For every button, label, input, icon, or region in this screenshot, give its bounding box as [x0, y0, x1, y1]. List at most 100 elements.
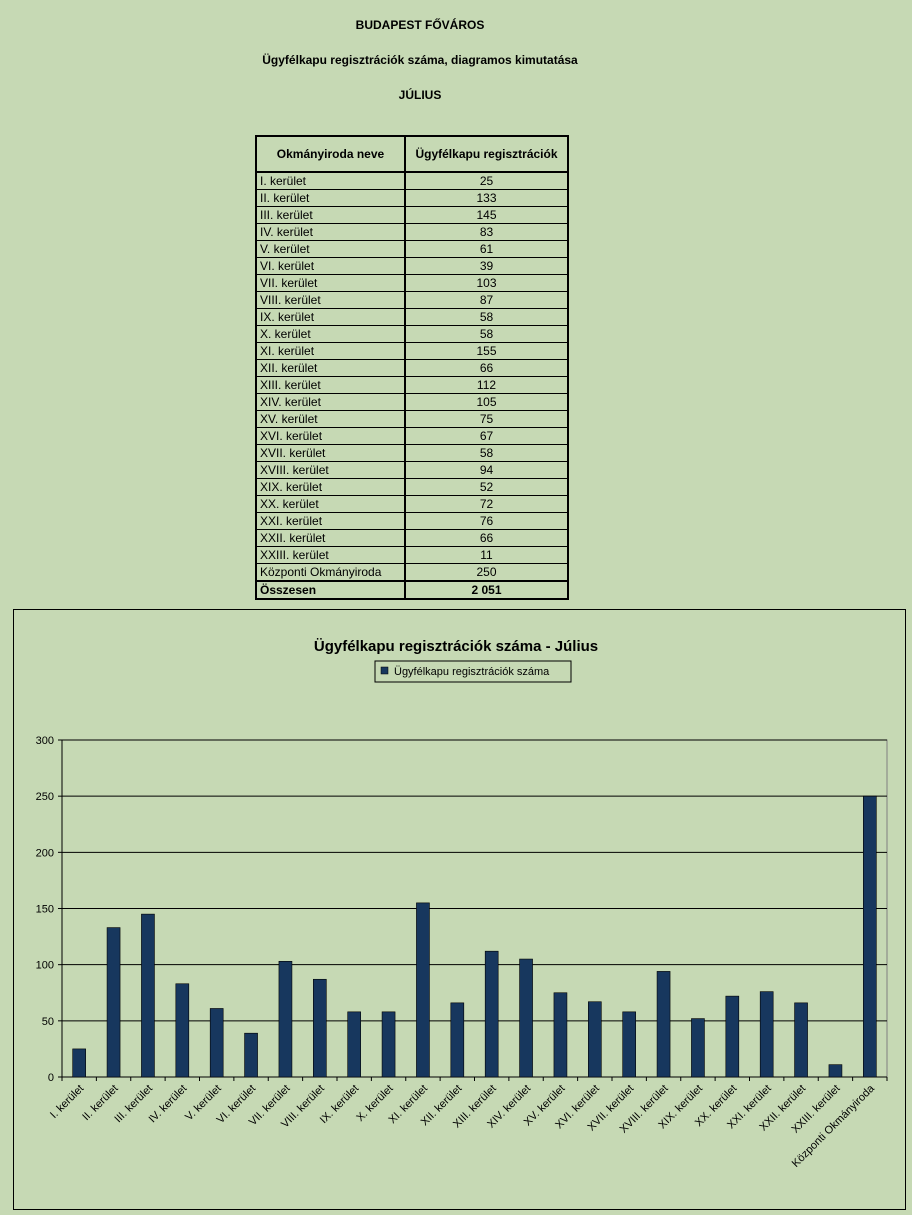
registration-count-cell: 112: [404, 376, 569, 394]
column-header-office: Okmányiroda neve: [255, 135, 406, 173]
page-title: BUDAPEST FŐVÁROS: [355, 18, 485, 32]
registration-count-cell: 133: [404, 189, 569, 207]
chart-area: Ügyfélkapu regisztrációk száma - Július …: [13, 609, 906, 1210]
table-row: V. kerület 61: [255, 240, 569, 258]
table-row: XVIII. kerület 94: [255, 461, 569, 479]
registration-count-cell: 52: [404, 478, 569, 496]
registration-count-cell: 58: [404, 325, 569, 343]
table-row: XIX. kerület 52: [255, 478, 569, 496]
table-row: XXII. kerület 66: [255, 529, 569, 547]
table-row: XV. kerület 75: [255, 410, 569, 428]
table-row: III. kerület 145: [255, 206, 569, 224]
legend-label: Ügyfélkapu regisztrációk száma: [394, 666, 550, 678]
office-name-cell: XVI. kerület: [255, 427, 406, 445]
table-row: VII. kerület 103: [255, 274, 569, 292]
office-name-cell: Központi Okmányiroda: [255, 563, 406, 582]
table-row: VIII. kerület 87: [255, 291, 569, 309]
registration-count-cell: 25: [404, 171, 569, 190]
bar-chart: Ügyfélkapu regisztrációk száma - Július …: [36, 638, 888, 1170]
office-name-cell: XV. kerület: [255, 410, 406, 428]
registration-count-cell: 94: [404, 461, 569, 479]
office-name-cell: XIX. kerület: [255, 478, 406, 496]
bar: [691, 1018, 705, 1078]
registration-count-cell: 76: [404, 512, 569, 530]
bar: [175, 983, 190, 1078]
table-row: II. kerület 133: [255, 189, 569, 207]
registration-count-cell: 66: [404, 359, 569, 377]
registration-count-cell: 58: [404, 308, 569, 326]
legend-box: [374, 660, 572, 683]
legend-swatch: [380, 666, 389, 675]
bar: [588, 1001, 602, 1078]
bar: [656, 971, 671, 1078]
table-row: XIV. kerület 105: [255, 393, 569, 411]
bar: [622, 1011, 636, 1078]
y-tick-label: 100: [36, 960, 54, 972]
bar: [725, 995, 740, 1078]
table-row: XX. kerület 72: [255, 495, 569, 513]
registration-count-cell: 250: [404, 563, 569, 582]
bar: [416, 902, 430, 1078]
registration-count-cell: 145: [404, 206, 569, 224]
table-row: XVII. kerület 58: [255, 444, 569, 462]
y-tick-label: 300: [36, 735, 54, 747]
registration-count-cell: 61: [404, 240, 569, 258]
registration-count-cell: 39: [404, 257, 569, 275]
page-subtitle: Ügyfélkapu regisztrációk száma, diagramo…: [262, 53, 578, 67]
office-name-cell: VI. kerület: [255, 257, 406, 275]
registration-count-cell: 72: [404, 495, 569, 513]
month-label: JÚLIUS: [398, 88, 442, 102]
registration-count-cell: 105: [404, 393, 569, 411]
registrations-table: Okmányiroda neve Ügyfélkapu regisztráció…: [255, 135, 569, 600]
office-name-cell: XXIII. kerület: [255, 546, 406, 564]
table-row: XVI. kerület 67: [255, 427, 569, 445]
registration-count-cell: 155: [404, 342, 569, 360]
table-row: Központi Okmányiroda 250: [255, 563, 569, 582]
registration-count-cell: 66: [404, 529, 569, 547]
table-row: IV. kerület 83: [255, 223, 569, 241]
y-tick-label: 50: [42, 1016, 54, 1028]
chart-title: Ügyfélkapu regisztrációk száma - Július: [314, 638, 598, 655]
office-name-cell: XXI. kerület: [255, 512, 406, 530]
registration-count-cell: 75: [404, 410, 569, 428]
office-name-cell: XVII. kerület: [255, 444, 406, 462]
office-name-cell: XX. kerület: [255, 495, 406, 513]
bar: [72, 1048, 86, 1078]
table-row: XII. kerület 66: [255, 359, 569, 377]
bar: [278, 960, 293, 1078]
table-row: XXI. kerület 76: [255, 512, 569, 530]
bar: [484, 950, 499, 1078]
bar: [141, 913, 155, 1078]
bar: [347, 1011, 361, 1078]
bar: [313, 978, 327, 1078]
table-row: XXIII. kerület 11: [255, 546, 569, 564]
y-tick-label: 0: [48, 1072, 54, 1084]
office-name-cell: XVIII. kerület: [255, 461, 406, 479]
office-name-cell: XIV. kerület: [255, 393, 406, 411]
column-header-registrations: Ügyfélkapu regisztrációk: [404, 135, 569, 173]
office-name-cell: V. kerület: [255, 240, 406, 258]
bar: [244, 1032, 258, 1078]
y-tick-label: 150: [36, 904, 54, 916]
bar: [794, 1002, 808, 1078]
bar: [759, 991, 774, 1078]
registration-count-cell: 103: [404, 274, 569, 292]
table-row: XI. kerület 155: [255, 342, 569, 360]
y-tick-label: 200: [36, 847, 54, 859]
registration-count-cell: 83: [404, 223, 569, 241]
bar: [450, 1002, 465, 1078]
office-name-cell: I. kerület: [255, 171, 406, 190]
bar: [553, 992, 568, 1078]
bar: [209, 1008, 224, 1078]
office-name-cell: VII. kerület: [255, 274, 406, 292]
office-name-cell: XXII. kerület: [255, 529, 406, 547]
table-row: XIII. kerület 112: [255, 376, 569, 394]
table-header-row: Okmányiroda neve Ügyfélkapu regisztráció…: [255, 135, 569, 173]
office-name-cell: XI. kerület: [255, 342, 406, 360]
bar: [381, 1011, 396, 1078]
x-tick-label: IV. kerület: [147, 1083, 190, 1126]
table-row: X. kerület 58: [255, 325, 569, 343]
total-value: 2 051: [404, 580, 569, 600]
office-name-cell: II. kerület: [255, 189, 406, 207]
bar: [828, 1064, 843, 1078]
